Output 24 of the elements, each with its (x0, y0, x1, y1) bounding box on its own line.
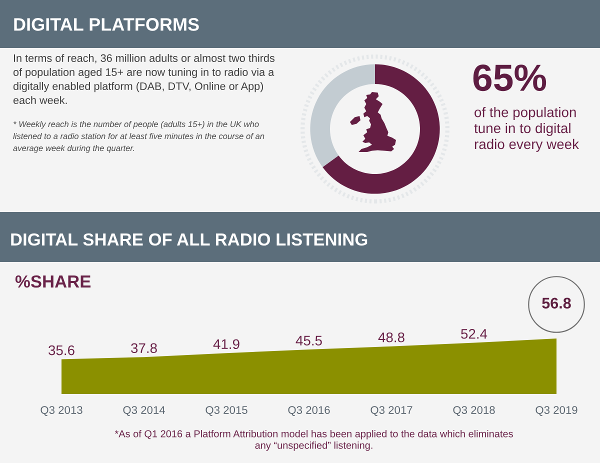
chart-title: DIGITAL SHARE OF ALL RADIO LISTENING (11, 233, 368, 246)
data-label: 52.4 (461, 328, 488, 339)
text: In terms of reach, 36 million adults or almost two thirds of population aged 15+ are now tuning in to radio via a digitally enabled platform (DAB, DTV, Online or App) each week. (13, 54, 275, 104)
x-tick-label: Q3 2014 (123, 406, 165, 416)
x-tick-label: Q3 2018 (453, 406, 495, 416)
data-label: 41.9 (213, 339, 240, 350)
text: 65% (473, 64, 546, 92)
text: DIGITAL PLATFORMS (14, 18, 199, 31)
text: of the population tune in to digital radio every week (474, 107, 580, 152)
chart-subtitle: %SHARE (15, 275, 91, 288)
annotation: 56.8 (542, 298, 571, 309)
x-tick-label: Q3 2013 (40, 406, 82, 416)
x-tick-label: Q3 2016 (288, 406, 330, 416)
text: *As of Q1 2016 a Platform Attribution model has been applied to the data which eliminates any “unspecified” listening. (114, 430, 513, 451)
data-label: 37.8 (131, 343, 157, 354)
data-label: 48.8 (378, 332, 404, 342)
data-label: 35.6 (48, 345, 74, 356)
text: * Weekly reach is the number of people (adults 15+) in the UK who listened to a radio station for at least five minutes in the course of an average week during the quarter. (13, 121, 264, 153)
x-tick-label: Q3 2017 (370, 406, 412, 416)
donut-slice (322, 64, 440, 194)
data-label: 45.5 (296, 336, 322, 346)
x-tick-label: Q3 2015 (206, 406, 248, 416)
x-tick-label: Q3 2019 (536, 406, 578, 416)
donut-slice (310, 64, 375, 168)
